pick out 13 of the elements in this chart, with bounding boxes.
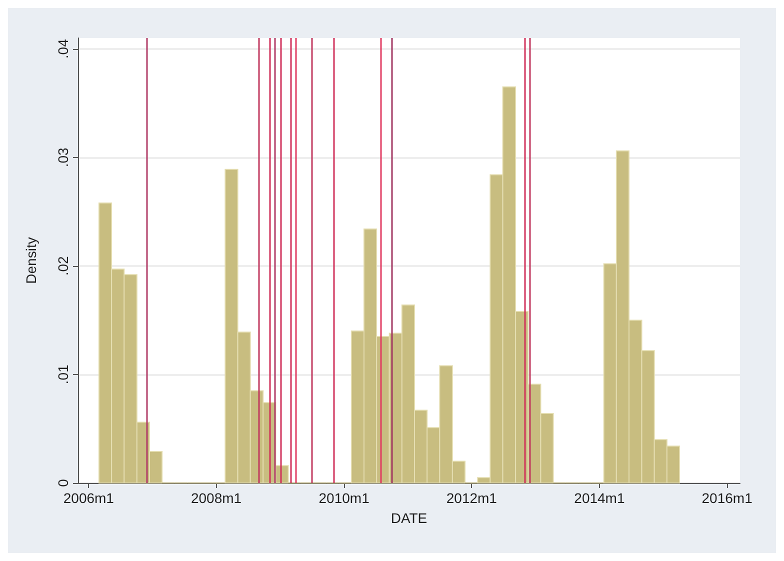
- y-axis-title: Density: [23, 237, 39, 284]
- y-tick-label: .04: [55, 38, 71, 59]
- x-tick-label: 2012m1: [446, 490, 498, 506]
- y-tick-label: 0: [55, 478, 71, 487]
- y-tick-label: .03: [55, 147, 71, 168]
- y-tick-label: .01: [55, 364, 71, 384]
- y-tick-label: .02: [55, 256, 71, 276]
- x-tick-label: 2014m1: [574, 490, 625, 506]
- x-tick-label: 2016m1: [702, 490, 753, 506]
- x-tick-label: 2010m1: [318, 490, 370, 506]
- x-tick-label: 2006m1: [63, 490, 114, 506]
- x-tick-label: 2008m1: [190, 490, 242, 506]
- x-axis-title: DATE: [390, 510, 428, 526]
